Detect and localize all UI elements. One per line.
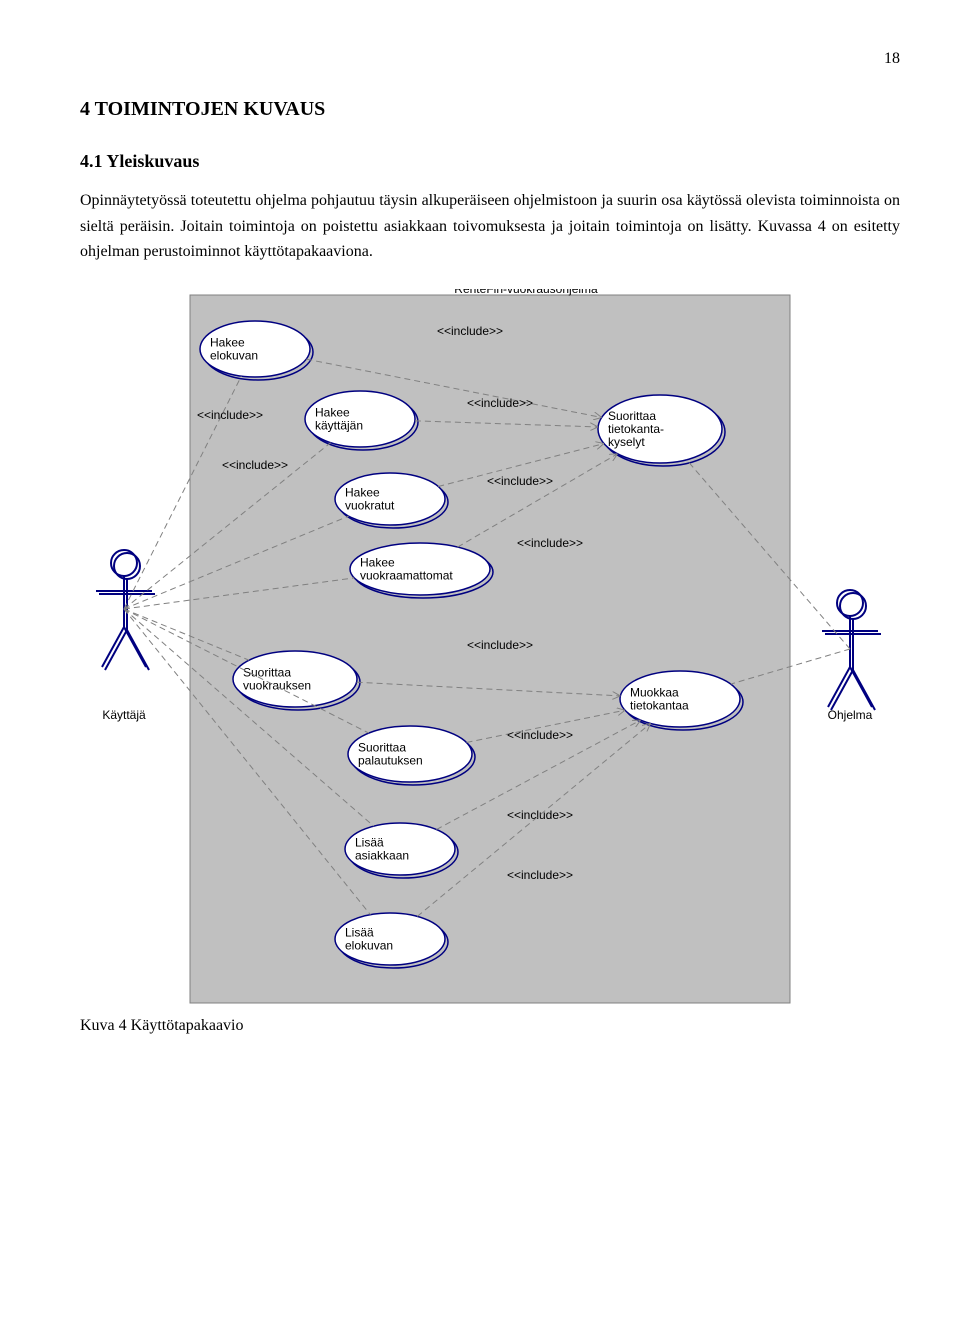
svg-text:<<include>>: <<include>> xyxy=(467,638,533,652)
svg-text:<<include>>: <<include>> xyxy=(517,536,583,550)
svg-text:<<include>>: <<include>> xyxy=(507,868,573,882)
svg-text:vuokraamattomat: vuokraamattomat xyxy=(360,568,453,582)
svg-text:<<include>>: <<include>> xyxy=(507,728,573,742)
svg-text:Hakee: Hakee xyxy=(345,485,380,499)
svg-text:Hakee: Hakee xyxy=(210,335,245,349)
section-heading: 4 TOIMINTOJEN KUVAUS xyxy=(80,98,900,121)
subsection-heading: 4.1 Yleiskuvaus xyxy=(80,151,900,172)
svg-text:Hakee: Hakee xyxy=(315,405,350,419)
svg-text:<<include>>: <<include>> xyxy=(222,458,288,472)
svg-text:<<include>>: <<include>> xyxy=(487,474,553,488)
svg-text:asiakkaan: asiakkaan xyxy=(355,848,409,862)
svg-text:tietokantaa: tietokantaa xyxy=(630,698,689,712)
figure-caption: Kuva 4 Käyttötapakaavio xyxy=(80,1017,900,1035)
svg-text:Käyttäjä: Käyttäjä xyxy=(102,708,146,722)
svg-text:palautuksen: palautuksen xyxy=(358,753,423,767)
svg-text:Suorittaa: Suorittaa xyxy=(358,740,406,754)
svg-text:vuokrauksen: vuokrauksen xyxy=(243,678,311,692)
svg-text:<<include>>: <<include>> xyxy=(437,324,503,338)
body-paragraph: Opinnäytetyössä toteutettu ohjelma pohja… xyxy=(80,188,900,265)
svg-text:Suorittaa: Suorittaa xyxy=(608,409,656,423)
svg-text:Muokkaa: Muokkaa xyxy=(630,685,679,699)
svg-text:käyttäjän: käyttäjän xyxy=(315,418,363,432)
svg-text:Ohjelma: Ohjelma xyxy=(828,708,873,722)
svg-text:<<include>>: <<include>> xyxy=(507,808,573,822)
page-number: 18 xyxy=(80,50,900,68)
svg-text:kyselyt: kyselyt xyxy=(608,435,645,449)
svg-text:Lisää: Lisää xyxy=(345,925,374,939)
svg-text:tietokanta-: tietokanta- xyxy=(608,422,664,436)
svg-text:RentéFin-vuokrausohjelma: RentéFin-vuokrausohjelma xyxy=(454,289,598,296)
use-case-diagram: RentéFin-vuokrausohjelma Käyttäjä Ohjelma H… xyxy=(80,289,900,1009)
svg-text:<<include>>: <<include>> xyxy=(467,396,533,410)
svg-text:Lisää: Lisää xyxy=(355,835,384,849)
svg-text:<<include>>: <<include>> xyxy=(197,408,263,422)
svg-text:Hakee: Hakee xyxy=(360,555,395,569)
svg-text:elokuvan: elokuvan xyxy=(210,348,258,362)
svg-text:elokuvan: elokuvan xyxy=(345,938,393,952)
svg-text:vuokratut: vuokratut xyxy=(345,498,395,512)
